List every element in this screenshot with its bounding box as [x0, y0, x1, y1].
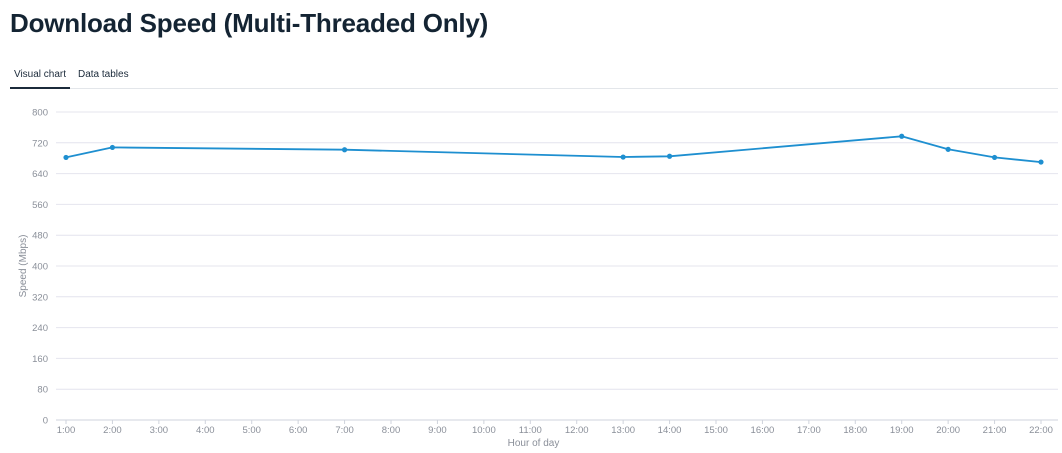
x-axis-label: Hour of day	[508, 438, 560, 449]
x-tick-labels: 1:00 2:00 3:00 4:00 5:00 6:00 7:00 8:00 9:00 10:0…	[57, 420, 1053, 436]
y-axis-label: Speed (Mbps)	[18, 235, 29, 298]
x-tick-label: 15:00	[704, 425, 728, 436]
x-tick-label: 14:00	[658, 425, 682, 436]
y-tick-label: 0	[43, 416, 48, 427]
y-tick-label: 240	[32, 323, 48, 334]
y-tick-label: 480	[32, 231, 48, 242]
x-tick-label: 16:00	[751, 425, 775, 436]
x-tick-label: 12:00	[565, 425, 589, 436]
data-point[interactable]	[991, 154, 998, 161]
series-line	[65, 135, 1042, 163]
tab-bar: Visual chart Data tables	[10, 64, 1058, 89]
data-point[interactable]	[899, 133, 905, 139]
data-point[interactable]	[341, 147, 348, 153]
y-tick-label: 80	[37, 385, 48, 396]
data-point[interactable]	[63, 154, 69, 161]
series-layer	[63, 133, 1044, 165]
x-tick-label: 10:00	[472, 425, 496, 436]
x-tick-label: 1:00	[57, 425, 76, 436]
x-tick-label: 4:00	[196, 425, 215, 436]
x-tick-label: 22:00	[1029, 425, 1053, 436]
x-tick-label: 13:00	[611, 425, 635, 436]
data-point[interactable]	[109, 144, 116, 151]
data-point[interactable]	[620, 154, 626, 160]
x-tick-label: 7:00	[335, 425, 354, 436]
y-tick-label: 720	[32, 138, 48, 149]
y-tick-label: 320	[32, 292, 48, 303]
y-tick-label: 400	[32, 262, 48, 273]
tab-data-tables[interactable]: Data tables	[78, 69, 129, 80]
data-point[interactable]	[1038, 159, 1044, 165]
data-point[interactable]	[666, 153, 673, 159]
page-title: Download Speed (Multi-Threaded Only)	[10, 8, 489, 38]
y-tick-label: 560	[32, 200, 48, 211]
x-tick-label: 21:00	[983, 425, 1007, 436]
y-tick-label: 800	[32, 108, 48, 119]
x-tick-label: 6:00	[289, 425, 308, 436]
line-chart: 0 80 160 240 320 400 480 560 640 720 800 1:00 2:00 3…	[0, 90, 1062, 453]
x-tick-label: 19:00	[890, 425, 914, 436]
y-tick-labels: 0 80 160 240 320 400 480 560 640 720 800	[32, 108, 48, 427]
x-tick-label: 2:00	[103, 425, 122, 436]
x-tick-label: 11:00	[519, 425, 542, 436]
x-tick-label: 8:00	[382, 425, 401, 436]
x-tick-label: 18:00	[843, 425, 867, 436]
data-point[interactable]	[945, 146, 951, 152]
x-tick-label: 5:00	[242, 425, 261, 436]
grid-layer	[56, 111, 1058, 421]
tab-visual-chart[interactable]: Visual chart	[10, 68, 70, 89]
x-tick-label: 20:00	[936, 425, 960, 436]
x-tick-label: 17:00	[797, 425, 821, 436]
x-tick-label: 9:00	[428, 425, 447, 436]
y-tick-label: 160	[32, 354, 48, 365]
x-tick-label: 3:00	[150, 425, 169, 436]
y-tick-label: 640	[32, 169, 48, 180]
chart-svg: 0 80 160 240 320 400 480 560 640 720 800 1:00 2:00 3…	[18, 108, 1058, 449]
